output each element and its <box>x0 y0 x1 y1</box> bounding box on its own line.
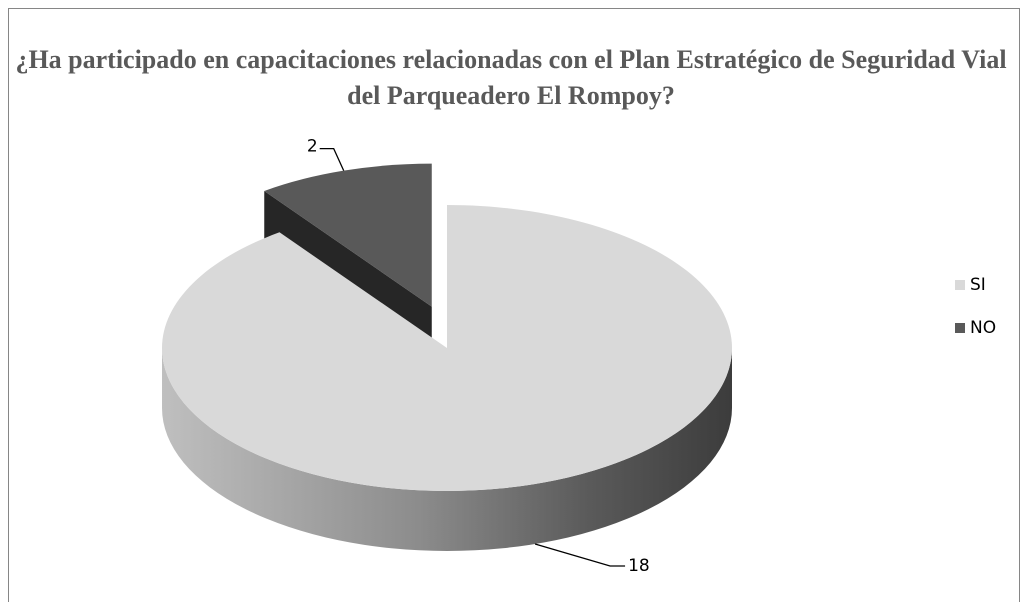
pie-slice <box>264 163 432 307</box>
leader-line <box>534 543 626 567</box>
chart-frame <box>8 8 1020 602</box>
leader-line <box>319 147 345 171</box>
chart-title: ¿Ha participado en capacitaciones relaci… <box>15 45 1007 110</box>
legend-swatch <box>955 280 965 290</box>
pie-side <box>162 348 732 551</box>
legend-label: NO <box>970 318 996 338</box>
legend-label: SI <box>970 275 986 295</box>
data-label: 18 <box>628 556 650 576</box>
data-label: 2 <box>307 137 318 157</box>
pie-slice <box>161 205 732 491</box>
legend-swatch <box>955 323 965 333</box>
